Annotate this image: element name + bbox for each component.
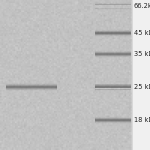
Bar — [94, 36, 130, 37]
Bar — [6, 83, 57, 84]
Bar — [94, 54, 130, 55]
Bar — [94, 123, 130, 124]
Bar — [94, 90, 130, 91]
Bar — [6, 84, 57, 85]
Bar — [94, 33, 130, 34]
Bar — [94, 56, 130, 57]
Bar — [94, 8, 130, 9]
Bar — [94, 3, 130, 4]
Bar — [94, 31, 130, 32]
Text: 45 kDa: 45 kDa — [134, 30, 150, 36]
Bar — [94, 4, 130, 5]
Text: 35 kDa: 35 kDa — [134, 51, 150, 57]
Bar — [6, 87, 57, 88]
Bar — [94, 83, 130, 84]
Bar — [94, 6, 130, 7]
Bar — [94, 7, 130, 8]
Bar — [132, 0, 150, 150]
Bar — [94, 87, 130, 88]
Bar — [94, 9, 130, 10]
Bar — [94, 32, 130, 33]
Bar — [94, 121, 130, 122]
Bar — [94, 122, 130, 123]
Bar — [6, 89, 57, 90]
Text: 66.2kDa: 66.2kDa — [134, 3, 150, 9]
Bar — [94, 52, 130, 53]
Bar — [94, 116, 130, 117]
Bar — [6, 86, 57, 87]
Bar — [94, 50, 130, 51]
Bar — [6, 88, 57, 89]
Bar — [94, 85, 130, 86]
Bar — [94, 51, 130, 52]
Text: 25 kDa: 25 kDa — [134, 84, 150, 90]
Bar — [94, 30, 130, 31]
Bar — [94, 2, 130, 3]
Text: 18 kDa: 18 kDa — [134, 117, 150, 123]
Bar — [94, 57, 130, 58]
Bar — [6, 85, 57, 86]
Bar — [6, 90, 57, 91]
Bar — [94, 35, 130, 36]
Bar — [94, 119, 130, 120]
Bar — [94, 53, 130, 54]
Bar — [94, 89, 130, 90]
Bar — [94, 88, 130, 89]
Bar — [94, 86, 130, 87]
Bar — [94, 29, 130, 30]
Bar — [94, 34, 130, 35]
Bar — [94, 5, 130, 6]
Bar — [94, 120, 130, 121]
Bar — [94, 118, 130, 119]
Bar — [94, 117, 130, 118]
Bar — [0, 0, 132, 150]
Bar — [94, 84, 130, 85]
